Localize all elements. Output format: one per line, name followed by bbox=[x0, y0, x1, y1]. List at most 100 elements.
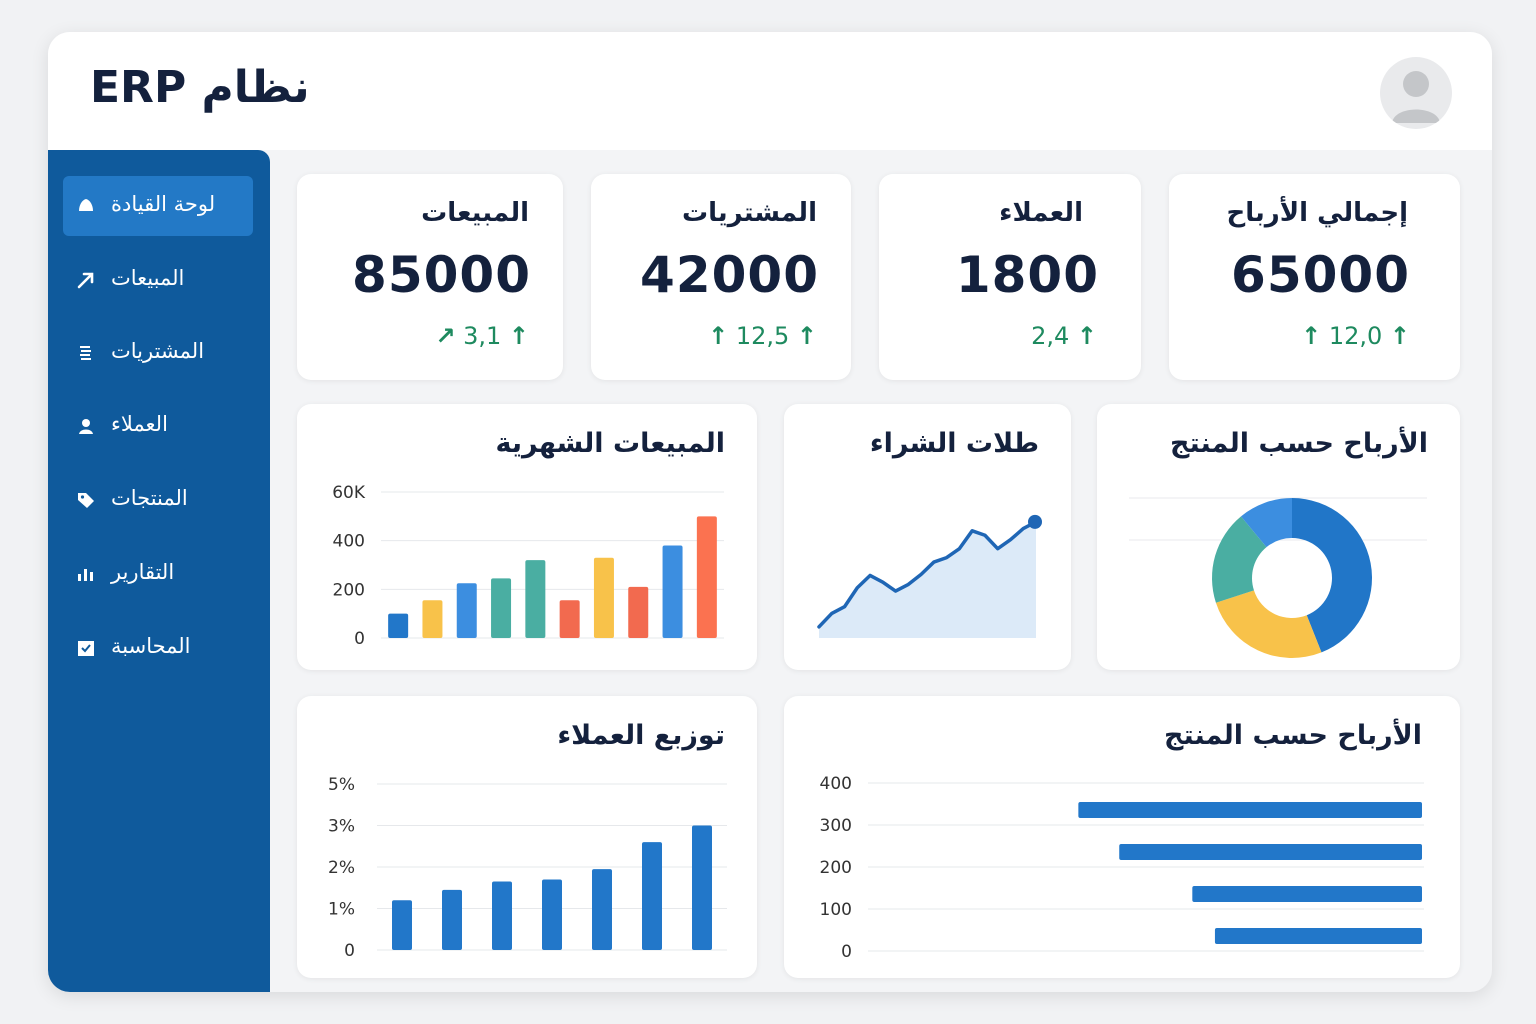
bar bbox=[1192, 886, 1422, 902]
sidebar-item-customers[interactable]: العملاء bbox=[63, 396, 253, 456]
y-tick-label: 3% bbox=[328, 817, 355, 837]
sidebar-item-dashboard[interactable]: لوحة القيادة bbox=[63, 176, 253, 236]
kpi-change: ↑ 12,0 ↑ bbox=[1301, 322, 1410, 350]
y-tick-label: 2% bbox=[328, 858, 355, 878]
sidebar-item-label: المنتجات bbox=[111, 486, 188, 510]
y-tick-label: 1% bbox=[328, 900, 355, 920]
kpi-card-profits[interactable]: إجمالي الأرباح 65000 ↑ 12,0 ↑ bbox=[1169, 174, 1460, 380]
avatar[interactable] bbox=[1380, 57, 1452, 129]
ledger-icon bbox=[78, 641, 94, 656]
profits-bars-chart: 0 100 200 300 400 bbox=[820, 774, 1424, 962]
kpi-value: 42000 bbox=[640, 246, 819, 304]
bar bbox=[628, 586, 649, 638]
kpi-title: المشتريات bbox=[681, 198, 817, 228]
sidebar-item-accounting[interactable]: المحاسبة bbox=[63, 618, 253, 678]
kpi-card-purchases[interactable]: المشتريات 42000 ↑ 12,5 ↑ bbox=[591, 174, 851, 380]
home-icon bbox=[79, 199, 93, 211]
bar bbox=[422, 600, 443, 638]
chart-title: طلات الشراء bbox=[869, 428, 1039, 459]
y-tick-label: 400 bbox=[820, 774, 852, 794]
chart-title: الأرباح حسب المنتج bbox=[1170, 428, 1428, 459]
kpi-change-value: 12,0 bbox=[1328, 322, 1383, 350]
kpi-title: العملاء bbox=[999, 198, 1083, 228]
bar bbox=[696, 516, 717, 638]
bar bbox=[692, 825, 712, 950]
kpi-change-value: 2,4 bbox=[1031, 322, 1070, 350]
arrow-up-icon: ↑ bbox=[796, 322, 817, 350]
kpi-change: ↗ 3,1 ↑ bbox=[435, 322, 529, 350]
sidebar-item-products[interactable]: المنتجات bbox=[63, 470, 253, 530]
sidebar-item-label: المبيعات bbox=[111, 266, 185, 290]
y-tick-label: 0 bbox=[344, 941, 355, 961]
user-avatar-icon bbox=[1392, 71, 1440, 123]
chart-title: توزبع العملاء bbox=[557, 720, 725, 751]
bar bbox=[642, 842, 662, 950]
y-tick-label: 200 bbox=[820, 858, 852, 878]
pie-slice bbox=[1292, 498, 1372, 653]
kpi-card-sales[interactable]: المبيعات 85000 ↗ 3,1 ↑ bbox=[297, 174, 563, 380]
profits-donut-card: الأرباح حسب المنتج bbox=[1097, 404, 1460, 670]
pie-slice bbox=[1212, 516, 1267, 603]
pie-slice bbox=[1241, 498, 1292, 548]
bar bbox=[388, 613, 409, 638]
arrow-up-icon: ↑ bbox=[508, 322, 529, 350]
y-tick-label: 400 bbox=[333, 532, 365, 552]
bar bbox=[442, 889, 462, 950]
trend-arrow-icon bbox=[77, 272, 94, 289]
kpi-value: 85000 bbox=[352, 246, 531, 304]
kpi-change-value: 12,5 bbox=[735, 322, 790, 350]
kpi-change: ↑ 12,5 ↑ bbox=[708, 322, 817, 350]
y-tick-label: 5% bbox=[328, 775, 355, 795]
bar bbox=[491, 578, 512, 638]
bar bbox=[525, 560, 546, 638]
monthly-sales-chart: 0 200 400 60K bbox=[332, 483, 724, 649]
sidebar-item-sales[interactable]: المبيعات bbox=[63, 250, 253, 310]
list-icon bbox=[80, 346, 91, 360]
chart-title: الأرباح حسب المنتج bbox=[1164, 720, 1422, 751]
sidebar-item-purchases[interactable]: المشتريات bbox=[63, 323, 253, 383]
bar bbox=[1214, 928, 1422, 944]
y-tick-label: 0 bbox=[841, 942, 852, 962]
area-line bbox=[817, 520, 1038, 629]
arrow-up-icon: ↑ bbox=[1301, 322, 1322, 350]
kpi-change-value: 3,1 bbox=[463, 322, 502, 350]
trend-up-diagonal-icon: ↗ bbox=[435, 322, 456, 350]
purchase-orders-card: طلات الشراء bbox=[784, 404, 1071, 670]
y-tick-label: 300 bbox=[820, 816, 852, 836]
profits-bars-card: الأرباح حسب المنتج 0 100 200 300 400 bbox=[784, 696, 1460, 978]
kpi-card-customers[interactable]: العملاء 1800 2,4 ↑ bbox=[879, 174, 1141, 380]
purchase-orders-chart bbox=[817, 514, 1042, 638]
bar bbox=[1119, 844, 1422, 860]
sidebar-item-reports[interactable]: التقارير bbox=[63, 544, 253, 604]
sidebar: لوحة القيادة المبيعات المشتريات العملاء … bbox=[48, 150, 270, 992]
user-icon bbox=[79, 419, 93, 434]
y-tick-label: 0 bbox=[354, 629, 365, 649]
pie-slice bbox=[1215, 590, 1322, 658]
y-tick-label: 100 bbox=[820, 900, 852, 920]
header: نظام ERP bbox=[48, 32, 1492, 150]
bar bbox=[1078, 802, 1422, 818]
end-point bbox=[1028, 514, 1042, 529]
kpi-title: إجمالي الأرباح bbox=[1226, 198, 1408, 228]
profits-donut-chart bbox=[1129, 497, 1427, 658]
arrow-up-icon: ↑ bbox=[1076, 322, 1097, 350]
sidebar-item-label: التقارير bbox=[111, 560, 175, 584]
bar bbox=[392, 900, 412, 950]
bar bbox=[542, 879, 562, 950]
arrow-up-icon: ↑ bbox=[708, 322, 729, 350]
area-fill bbox=[819, 521, 1036, 638]
customer-distribution-card: توزبع العملاء 0 1% 2% 3% 5% bbox=[297, 696, 757, 978]
bar bbox=[456, 583, 477, 638]
y-tick-label: 60K bbox=[332, 483, 366, 503]
sidebar-item-label: العملاء bbox=[111, 412, 168, 436]
kpi-title: المبيعات bbox=[421, 198, 529, 228]
app-title: نظام ERP bbox=[90, 62, 310, 113]
bar bbox=[593, 557, 614, 638]
app-window: نظام ERP لوحة القيادة المبيعات المشتريات… bbox=[48, 32, 1492, 992]
bar bbox=[492, 881, 512, 950]
arrow-up-icon: ↑ bbox=[1389, 322, 1410, 350]
chart-title: المبيعات الشهرية bbox=[495, 428, 725, 459]
kpi-value: 65000 bbox=[1231, 246, 1410, 304]
tag-icon bbox=[78, 493, 94, 508]
sidebar-item-label: المشتريات bbox=[111, 339, 205, 363]
